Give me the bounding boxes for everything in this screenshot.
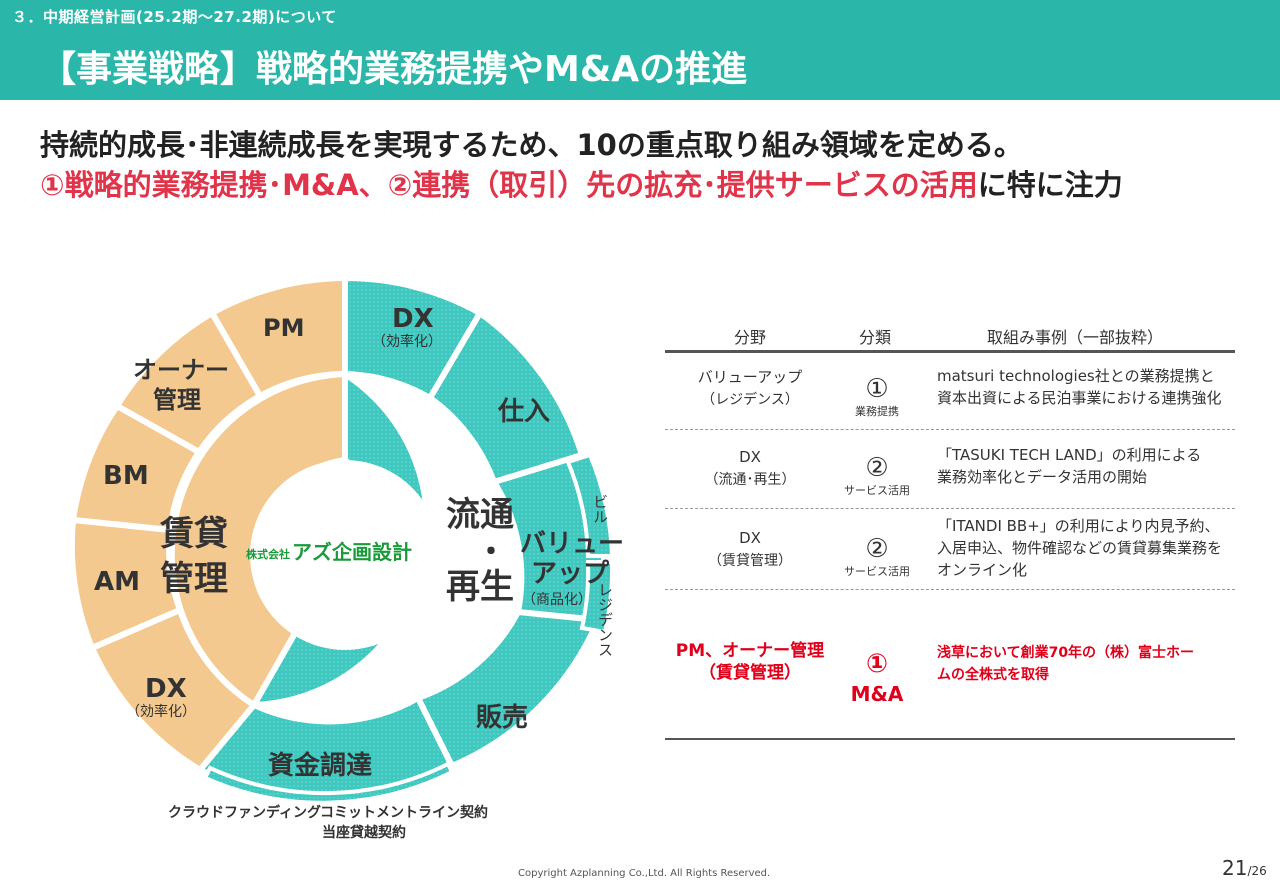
label-owner-1: オーナー bbox=[133, 356, 229, 384]
strategy-donut-diagram: 株式会社 アズ企画設計 賃貸 管理 流通 ・ 再生 PM オーナー 管理 BM … bbox=[68, 274, 624, 841]
row-example: 「ITANDI BB+」の利用により内見予約、 入居申込、物件確認などの賃貸募集業… bbox=[937, 517, 1223, 579]
segment-residence bbox=[579, 560, 615, 635]
segment-hanbai bbox=[413, 608, 603, 770]
header-class: 分類 bbox=[858, 328, 891, 347]
row-class: ① M&A bbox=[850, 649, 904, 706]
lead-line-2: ①戦略的業務提携･M&A、②連携（取引）先の拡充･提供サービスの活用に特に注力 bbox=[40, 162, 1123, 204]
label-dx-left: DX bbox=[145, 674, 187, 704]
inner-label-dist-1: 流通 bbox=[446, 495, 514, 535]
lead-focus-2: 連携（取引）先の拡充･提供サービスの活用 bbox=[412, 168, 978, 202]
label-pm: PM bbox=[263, 314, 304, 342]
row-class: ① 業務提携 bbox=[855, 374, 899, 418]
initiatives-table: 分野 分類 取組み事例（一部抜粋） バリューアップ （レジデンス） ① 業務提携 m… bbox=[665, 320, 1235, 740]
header-bar: ３．中期経営計画(25.2期～27.2期)について 【事業戦略】戦略的業務提携や… bbox=[0, 0, 1280, 100]
label-shiire: 仕入 bbox=[497, 397, 550, 427]
row-field: DX （賃貸管理） bbox=[708, 529, 792, 569]
table-row: バリューアップ （レジデンス） ① 業務提携 matsuri technologie… bbox=[665, 353, 1235, 430]
label-overdraft: 当座貸越契約 bbox=[322, 824, 406, 841]
label-crowdfunding: クラウドファンディング bbox=[168, 804, 321, 821]
inner-label-rental-2: 管理 bbox=[160, 559, 228, 599]
row-class: ② サービス活用 bbox=[844, 453, 910, 497]
label-value-1: バリュー bbox=[520, 529, 624, 559]
row-field: PM、オーナー管理 （賃貸管理） bbox=[675, 641, 825, 683]
table-row: DX （流通･再生） ② サービス活用 「TASUKI TECH LAND」の利用に… bbox=[665, 430, 1235, 509]
row-field: DX （流通･再生） bbox=[704, 448, 796, 488]
label-hanbai: 販売 bbox=[476, 703, 528, 733]
label-residence: レジデンス bbox=[596, 582, 614, 657]
center-hole bbox=[250, 460, 440, 650]
lead-line-1: 持続的成長･非連続成長を実現するため、10の重点取り組み領域を定める。 bbox=[40, 128, 1023, 162]
label-biru: ビル bbox=[591, 494, 609, 524]
header-example: 取組み事例（一部抜粋） bbox=[986, 328, 1163, 347]
table-row: PM、オーナー管理 （賃貸管理） ① M&A 浅草において創業70年の（株）富士ホー… bbox=[665, 590, 1235, 740]
section-label: ３．中期経営計画(25.2期～27.2期)について bbox=[12, 8, 337, 26]
row-example: 浅草において創業70年の（株）富士ホー ムの全株式を取得 bbox=[937, 645, 1195, 683]
lead-focus-1: 戦略的業務提携･M&A bbox=[64, 168, 359, 202]
inner-label-dist-3: 再生 bbox=[446, 567, 514, 607]
label-dx-top-sub: （効率化） bbox=[372, 333, 442, 350]
label-am: AM bbox=[94, 567, 140, 597]
table-row: DX （賃貸管理） ② サービス活用 「ITANDI BB+」の利用により内見予約、… bbox=[665, 509, 1235, 590]
row-example: matsuri technologies社との業務提携と 資本出資による民泊事業に… bbox=[937, 367, 1222, 407]
table-header: 分野 分類 取組み事例（一部抜粋） bbox=[665, 320, 1235, 353]
lead-tail: に特に注力 bbox=[977, 168, 1123, 202]
label-value-2: アップ bbox=[531, 559, 610, 589]
label-commitment: コミットメントライン契約 bbox=[320, 804, 488, 821]
lead-mark-1: ① bbox=[40, 168, 65, 202]
row-example: 「TASUKI TECH LAND」の利用による 業務効率化とデータ活用の開始 bbox=[937, 446, 1202, 486]
row-field: バリューアップ （レジデンス） bbox=[697, 368, 803, 408]
label-owner-2: 管理 bbox=[153, 386, 201, 414]
header-field: 分野 bbox=[733, 328, 766, 347]
row-class: ② サービス活用 bbox=[844, 534, 910, 578]
label-shikin: 資金調達 bbox=[268, 750, 372, 781]
label-value-sub: （商品化） bbox=[522, 592, 592, 608]
segment-biru bbox=[565, 452, 615, 558]
center-company-name: アズ企画設計 bbox=[292, 540, 412, 564]
center-company-prefix: 株式会社 bbox=[246, 547, 290, 561]
slide-title: 【事業戦略】戦略的業務提携やM&Aの推進 bbox=[40, 49, 748, 90]
copyright: Copyright Azplanning Co.,Ltd. All Rights… bbox=[518, 868, 771, 879]
inner-label-rental-1: 賃貸 bbox=[159, 514, 228, 554]
page-number: 21/26 bbox=[1222, 856, 1267, 880]
inner-label-dist-2: ・ bbox=[476, 535, 506, 570]
label-dx-left-sub: （効率化） bbox=[126, 703, 196, 720]
label-dx-top: DX bbox=[392, 304, 434, 334]
label-bm: BM bbox=[103, 461, 149, 491]
segment-sub-funding bbox=[202, 761, 455, 805]
lead-mark-2: 、② bbox=[358, 168, 413, 202]
